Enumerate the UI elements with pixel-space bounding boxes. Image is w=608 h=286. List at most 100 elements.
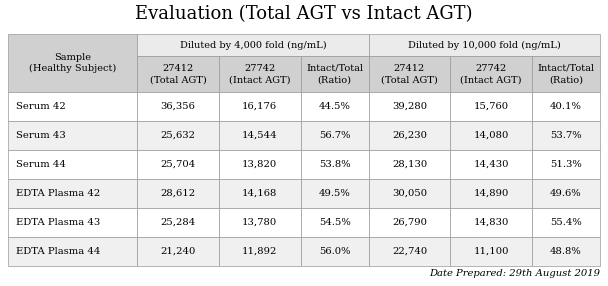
Text: 48.8%: 48.8%: [550, 247, 582, 256]
Bar: [368, 121, 451, 150]
Text: 40.1%: 40.1%: [550, 102, 582, 111]
Text: Serum 44: Serum 44: [16, 160, 66, 169]
Text: 51.3%: 51.3%: [550, 160, 582, 169]
Text: 26,790: 26,790: [392, 218, 427, 227]
Bar: [368, 92, 451, 121]
Text: 14,890: 14,890: [474, 189, 509, 198]
Text: 54.5%: 54.5%: [319, 218, 350, 227]
Bar: [300, 208, 368, 237]
Text: 49.5%: 49.5%: [319, 189, 350, 198]
Text: 21,240: 21,240: [161, 247, 196, 256]
Text: 53.7%: 53.7%: [550, 131, 582, 140]
Text: 27412
(Total AGT): 27412 (Total AGT): [150, 64, 207, 84]
Bar: [8, 34, 137, 92]
Bar: [368, 150, 451, 179]
Bar: [532, 121, 600, 150]
Text: 27742
(Intact AGT): 27742 (Intact AGT): [460, 64, 522, 84]
Bar: [451, 179, 532, 208]
Text: Evaluation (Total AGT vs Intact AGT): Evaluation (Total AGT vs Intact AGT): [135, 5, 473, 23]
Text: 49.6%: 49.6%: [550, 189, 582, 198]
Text: 14,168: 14,168: [242, 189, 277, 198]
Bar: [451, 92, 532, 121]
Text: 25,704: 25,704: [161, 160, 196, 169]
Text: EDTA Plasma 42: EDTA Plasma 42: [16, 189, 100, 198]
Text: 53.8%: 53.8%: [319, 160, 350, 169]
Text: 56.0%: 56.0%: [319, 247, 350, 256]
Text: 11,892: 11,892: [242, 247, 277, 256]
Bar: [300, 121, 368, 150]
Bar: [368, 34, 600, 56]
Bar: [368, 56, 451, 92]
Bar: [137, 179, 219, 208]
Bar: [8, 92, 137, 121]
Bar: [532, 208, 600, 237]
Bar: [8, 208, 137, 237]
Text: 25,632: 25,632: [161, 131, 196, 140]
Text: 28,612: 28,612: [161, 189, 196, 198]
Bar: [532, 92, 600, 121]
Text: 14,830: 14,830: [474, 218, 509, 227]
Bar: [219, 208, 300, 237]
Text: Diluted by 4,000 fold (ng/mL): Diluted by 4,000 fold (ng/mL): [179, 40, 326, 49]
Bar: [8, 237, 137, 266]
Bar: [300, 179, 368, 208]
Bar: [532, 179, 600, 208]
Bar: [532, 150, 600, 179]
Bar: [532, 237, 600, 266]
Text: 26,230: 26,230: [392, 131, 427, 140]
Text: 55.4%: 55.4%: [550, 218, 582, 227]
Text: 14,430: 14,430: [474, 160, 509, 169]
Bar: [137, 92, 219, 121]
Text: 13,820: 13,820: [242, 160, 277, 169]
Bar: [368, 179, 451, 208]
Bar: [137, 56, 219, 92]
Text: 39,280: 39,280: [392, 102, 427, 111]
Bar: [8, 150, 137, 179]
Bar: [532, 56, 600, 92]
Bar: [451, 237, 532, 266]
Text: 13,780: 13,780: [242, 218, 277, 227]
Text: Sample
(Healthy Subject): Sample (Healthy Subject): [29, 53, 116, 73]
Bar: [219, 179, 300, 208]
Text: 27742
(Intact AGT): 27742 (Intact AGT): [229, 64, 291, 84]
Text: Serum 42: Serum 42: [16, 102, 66, 111]
Bar: [219, 237, 300, 266]
Bar: [300, 237, 368, 266]
Text: Diluted by 10,000 fold (ng/mL): Diluted by 10,000 fold (ng/mL): [408, 40, 561, 49]
Text: 56.7%: 56.7%: [319, 131, 350, 140]
Text: EDTA Plasma 43: EDTA Plasma 43: [16, 218, 100, 227]
Bar: [137, 237, 219, 266]
Text: 14,544: 14,544: [242, 131, 278, 140]
Bar: [137, 150, 219, 179]
Bar: [368, 208, 451, 237]
Bar: [368, 237, 451, 266]
Bar: [300, 92, 368, 121]
Bar: [300, 150, 368, 179]
Bar: [8, 179, 137, 208]
Bar: [137, 121, 219, 150]
Text: EDTA Plasma 44: EDTA Plasma 44: [16, 247, 100, 256]
Bar: [300, 56, 368, 92]
Bar: [451, 208, 532, 237]
Text: 14,080: 14,080: [474, 131, 509, 140]
Bar: [451, 150, 532, 179]
Text: 22,740: 22,740: [392, 247, 427, 256]
Text: 11,100: 11,100: [474, 247, 509, 256]
Bar: [137, 34, 368, 56]
Text: 30,050: 30,050: [392, 189, 427, 198]
Text: 25,284: 25,284: [161, 218, 196, 227]
Text: 27412
(Total AGT): 27412 (Total AGT): [381, 64, 438, 84]
Text: 44.5%: 44.5%: [319, 102, 351, 111]
Bar: [8, 121, 137, 150]
Bar: [451, 121, 532, 150]
Bar: [219, 121, 300, 150]
Text: Serum 43: Serum 43: [16, 131, 66, 140]
Text: 15,760: 15,760: [474, 102, 509, 111]
Bar: [219, 150, 300, 179]
Bar: [219, 56, 300, 92]
Bar: [219, 92, 300, 121]
Text: 36,356: 36,356: [161, 102, 196, 111]
Bar: [137, 208, 219, 237]
Bar: [451, 56, 532, 92]
Text: 28,130: 28,130: [392, 160, 427, 169]
